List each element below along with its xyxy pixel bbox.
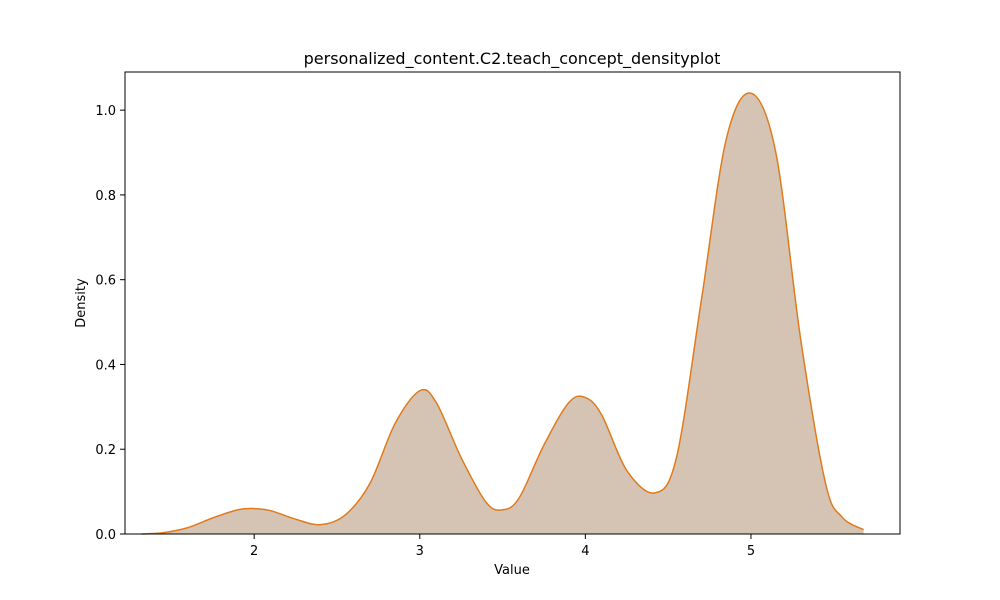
y-tick-label: 0.2 — [95, 443, 116, 458]
y-axis: 0.0 0.2 0.4 0.6 0.8 1.0 — [95, 104, 125, 543]
x-tick-label: 5 — [747, 544, 755, 559]
y-axis-title: Density — [74, 278, 89, 328]
x-axis: 2 3 4 5 — [250, 534, 755, 559]
density-fill — [141, 92, 864, 535]
y-tick-label: 0.8 — [95, 189, 116, 204]
x-axis-title: Value — [494, 563, 530, 578]
x-tick-label: 3 — [416, 544, 424, 559]
y-tick-label: 0.4 — [95, 358, 116, 373]
x-tick-label: 2 — [250, 544, 258, 559]
x-tick-label: 4 — [581, 544, 589, 559]
density-line — [141, 92, 864, 535]
chart-title: personalized_content.C2.teach_concept_de… — [304, 49, 721, 69]
y-tick-label: 0.6 — [95, 274, 116, 289]
y-tick-label: 0.0 — [95, 528, 116, 543]
plot-frame — [124, 71, 901, 535]
y-tick-label: 1.0 — [95, 104, 116, 119]
plot-area — [141, 92, 864, 535]
